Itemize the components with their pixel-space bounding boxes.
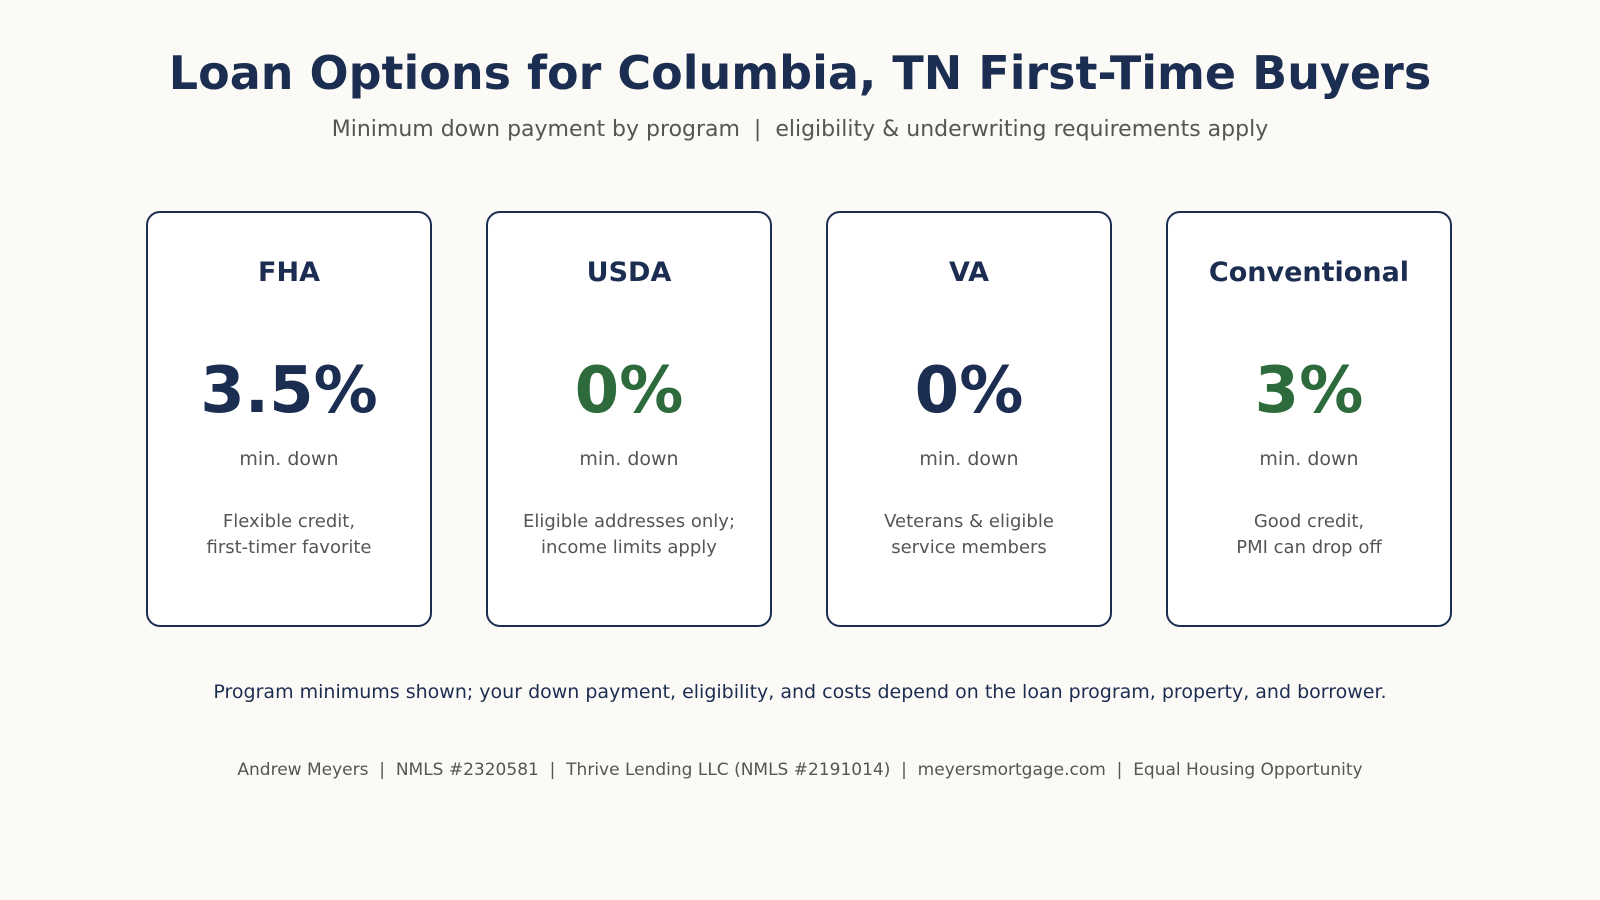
loan-card-conventional: Conventional 3% min. down Good credit, P… [1166, 211, 1452, 627]
card-description: Eligible addresses only; income limits a… [488, 509, 770, 561]
card-description-line: Veterans & eligible [884, 511, 1054, 532]
card-unit: min. down [239, 448, 339, 470]
loan-card-usda: USDA 0% min. down Eligible addresses onl… [486, 211, 772, 627]
page-title: Loan Options for Columbia, TN First-Time… [168, 46, 1432, 100]
card-title: Conventional [1208, 257, 1410, 288]
card-description-line: Good credit, [1253, 511, 1365, 532]
card-value: 3.5% [200, 354, 378, 428]
card-description-line: income limits apply [541, 537, 717, 558]
loan-card-fha: FHA 3.5% min. down Flexible credit, firs… [146, 211, 432, 627]
card-unit: min. down [1259, 448, 1359, 470]
card-unit: min. down [579, 448, 679, 470]
card-description-line: Flexible credit, [222, 511, 356, 532]
card-description-line: service members [891, 537, 1047, 558]
card-description-line: PMI can drop off [1236, 537, 1382, 558]
card-title: USDA [586, 257, 672, 288]
loan-cards: FHA 3.5% min. down Flexible credit, firs… [146, 211, 1456, 631]
card-description: Good credit, PMI can drop off [1168, 509, 1450, 561]
card-unit: min. down [919, 448, 1019, 470]
loan-card-va: VA 0% min. down Veterans & eligible serv… [826, 211, 1112, 627]
footer-text: Andrew Meyers | NMLS #2320581 | Thrive L… [237, 760, 1363, 780]
card-title: FHA [258, 257, 320, 288]
card-description-line: Eligible addresses only; [522, 511, 736, 532]
card-value: 0% [914, 354, 1024, 428]
disclaimer-text: Program minimums shown; your down paymen… [213, 681, 1387, 703]
card-title: VA [949, 257, 989, 288]
card-value: 3% [1254, 354, 1364, 428]
card-description-line: first-timer favorite [206, 537, 372, 558]
page-subtitle: Minimum down payment by program | eligib… [331, 117, 1269, 142]
card-description: Veterans & eligible service members [828, 509, 1110, 561]
card-value: 0% [574, 354, 684, 428]
card-description: Flexible credit, first-timer favorite [148, 509, 430, 561]
